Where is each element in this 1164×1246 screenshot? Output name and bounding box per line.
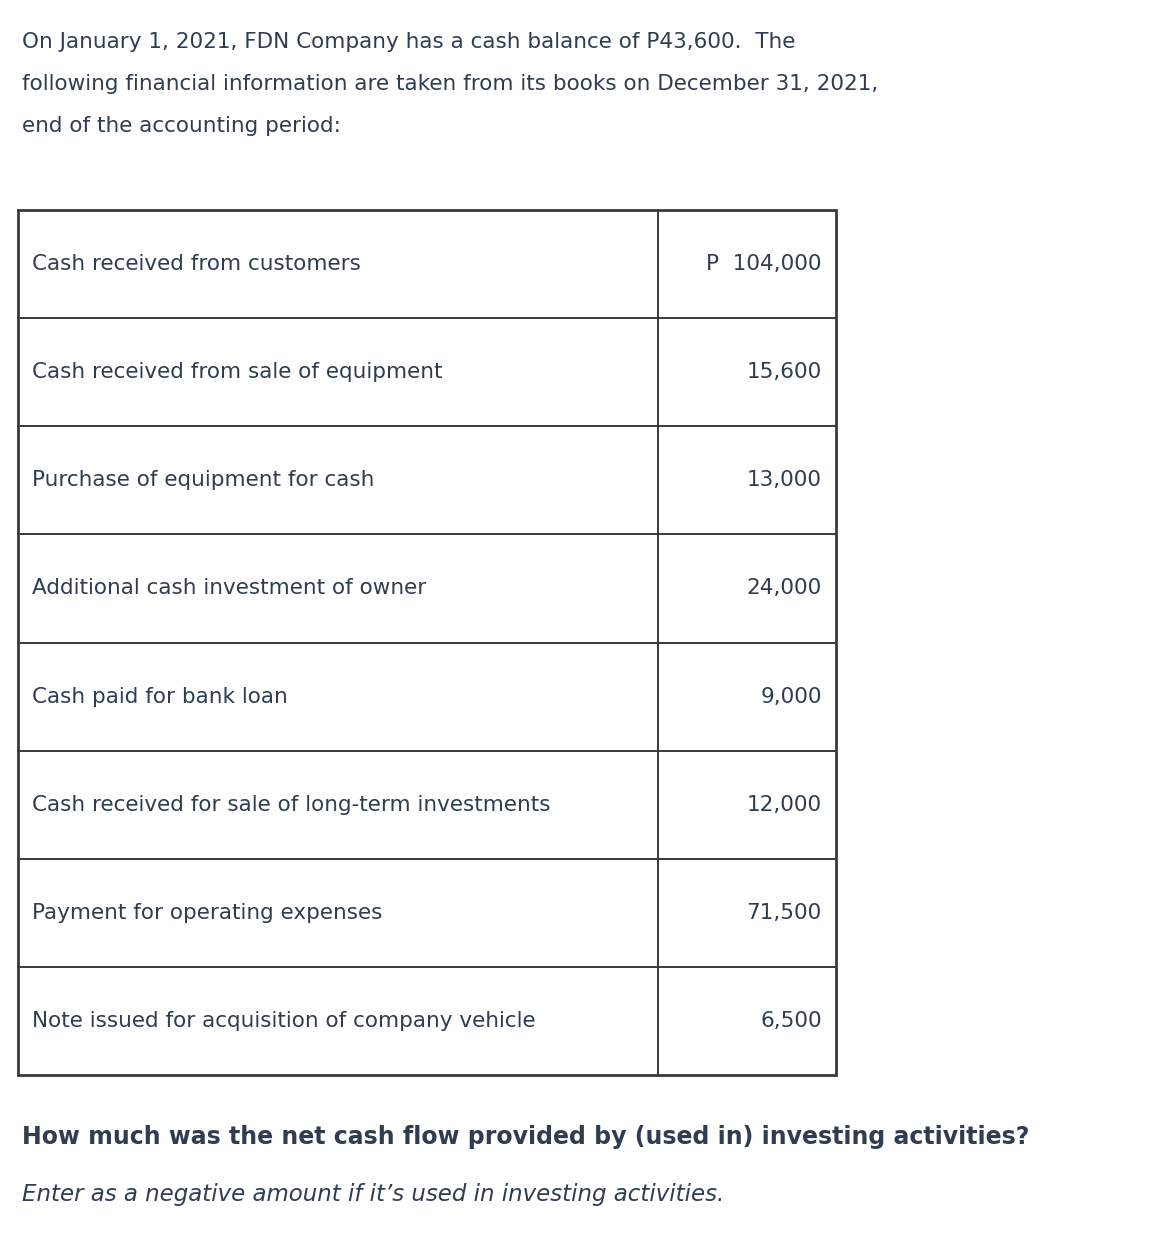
Text: 9,000: 9,000	[760, 687, 822, 706]
Text: 13,000: 13,000	[747, 470, 822, 491]
Text: Cash received from sale of equipment: Cash received from sale of equipment	[31, 363, 442, 383]
Text: 12,000: 12,000	[747, 795, 822, 815]
Text: 6,500: 6,500	[760, 1011, 822, 1030]
Text: 71,500: 71,500	[747, 903, 822, 923]
Text: 24,000: 24,000	[747, 578, 822, 598]
Text: Cash received from customers: Cash received from customers	[31, 254, 361, 274]
Text: P  104,000: P 104,000	[707, 254, 822, 274]
Text: Payment for operating expenses: Payment for operating expenses	[31, 903, 383, 923]
Text: On January 1, 2021, FDN Company has a cash balance of P43,600.  The: On January 1, 2021, FDN Company has a ca…	[22, 32, 795, 52]
Text: Cash received for sale of long-term investments: Cash received for sale of long-term inve…	[31, 795, 551, 815]
Text: following financial information are taken from its books on December 31, 2021,: following financial information are take…	[22, 74, 879, 93]
Text: Additional cash investment of owner: Additional cash investment of owner	[31, 578, 426, 598]
Text: 15,600: 15,600	[747, 363, 822, 383]
Bar	[17, 211, 836, 1075]
Text: Note issued for acquisition of company vehicle: Note issued for acquisition of company v…	[31, 1011, 535, 1030]
Text: Purchase of equipment for cash: Purchase of equipment for cash	[31, 470, 375, 491]
Text: Cash paid for bank loan: Cash paid for bank loan	[31, 687, 288, 706]
Text: Enter as a negative amount if it’s used in investing activities.: Enter as a negative amount if it’s used …	[22, 1182, 724, 1206]
Text: end of the accounting period:: end of the accounting period:	[22, 116, 341, 136]
Text: How much was the net cash flow provided by (used in) investing activities?: How much was the net cash flow provided …	[22, 1125, 1029, 1149]
